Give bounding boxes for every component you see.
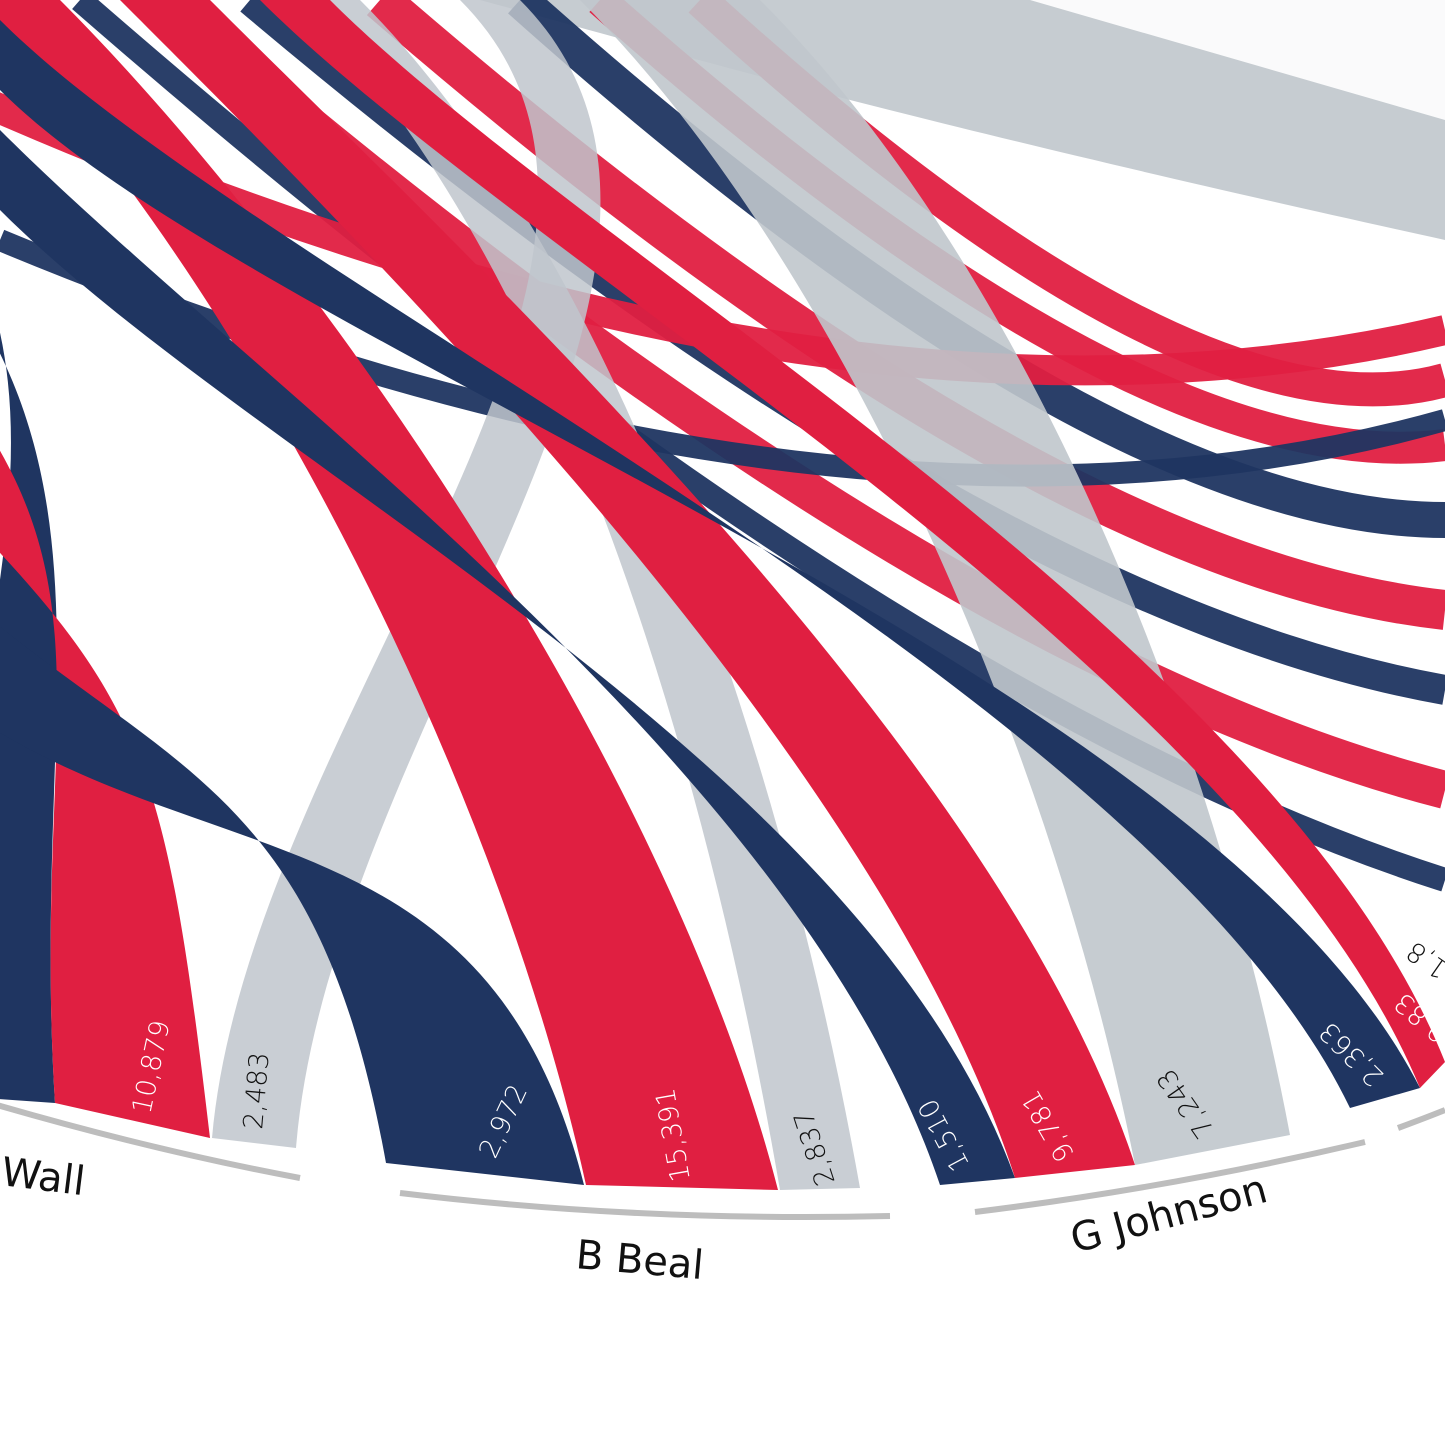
ribbon-beal-grey bbox=[300, 0, 860, 1190]
ribbon-background-gap bbox=[1030, 0, 1445, 120]
ribbon-johnson-red bbox=[120, 0, 1135, 1178]
value-label-g0-f2: 2,483 bbox=[238, 1051, 276, 1131]
ribbon-johnson-grey bbox=[580, 0, 1290, 1165]
group-label-wall: Wall bbox=[0, 1149, 87, 1205]
group-arc-wall bbox=[0, 1102, 301, 1181]
ribbon-johnson-navy bbox=[0, 130, 1015, 1185]
group-label-b-beal: B Beal bbox=[574, 1232, 705, 1289]
value-label-g3-f2: 1,8 bbox=[1401, 935, 1445, 985]
group-arc-b-beal bbox=[399, 1190, 891, 1221]
ribbon-beal-red bbox=[0, 0, 778, 1190]
group-arc-right bbox=[1396, 1107, 1445, 1131]
group-arc-g-johnson bbox=[974, 1139, 1366, 1215]
ribbons-layer bbox=[0, 0, 1445, 1190]
ribbon-crossing-3 bbox=[508, 0, 1445, 538]
ribbon-right-navy bbox=[0, 20, 1420, 1108]
ribbon-beal-navy bbox=[0, 626, 584, 1185]
ribbon-wall-red bbox=[0, 451, 210, 1138]
group-arcs-layer bbox=[0, 1102, 1445, 1221]
